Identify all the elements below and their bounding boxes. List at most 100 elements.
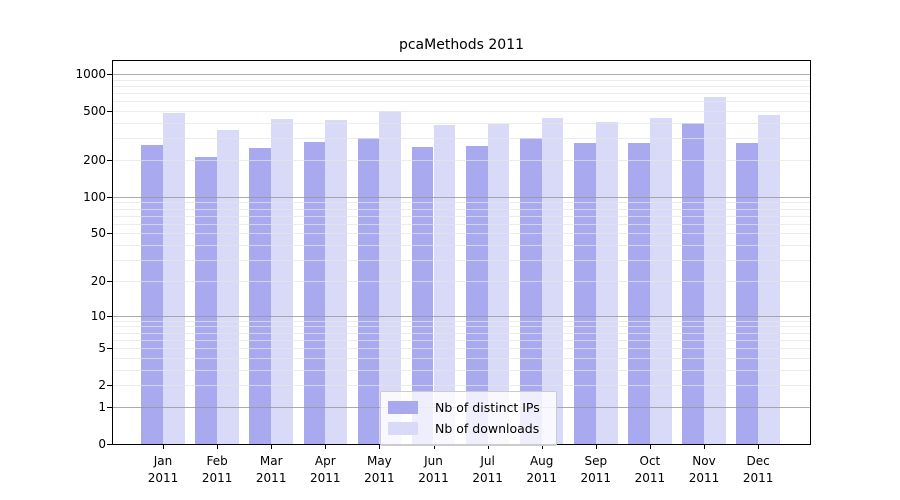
legend-label-downloads: Nb of downloads xyxy=(435,421,540,436)
bar-nb-of-downloads-feb xyxy=(217,130,239,444)
gridline-70 xyxy=(113,216,810,217)
y-tick-mark xyxy=(107,385,112,386)
bar-nb-of-downloads-jun xyxy=(433,125,456,444)
gridline-40 xyxy=(113,245,810,246)
y-tick-label-1: 1 xyxy=(98,399,106,414)
y-tick-label-0: 0 xyxy=(98,437,106,451)
x-tick-label-nov: Nov 2011 xyxy=(688,454,720,485)
plot-area: Nb of distinct IPs Nb of downloads xyxy=(112,60,811,446)
x-tick-label-jun: Jun 2011 xyxy=(418,454,449,485)
bar-nb-of-distinct-ips-nov xyxy=(682,123,704,444)
y-tick-mark xyxy=(107,74,112,75)
x-tick-mark xyxy=(379,445,380,449)
x-tick-mark xyxy=(758,445,759,449)
y-tick-label-20: 20 xyxy=(90,273,106,288)
y-tick-mark xyxy=(107,316,112,317)
x-tick-label-oct: Oct 2011 xyxy=(634,454,666,485)
gridline-400 xyxy=(113,123,810,124)
grid-layer xyxy=(113,61,810,444)
y-tick-mark xyxy=(107,160,112,161)
gridline-200 xyxy=(113,160,810,161)
y-tick-mark xyxy=(107,407,112,408)
x-tick-label-jul: Jul 2011 xyxy=(472,454,503,485)
gridline-10 xyxy=(113,316,810,317)
x-tick-label-sep: Sep 2011 xyxy=(580,454,612,485)
legend-swatch-downloads xyxy=(388,422,418,435)
y-tick-label-2: 2 xyxy=(98,378,106,393)
bar-nb-of-distinct-ips-aug xyxy=(519,138,542,444)
x-tick-mark xyxy=(271,445,272,449)
x-tick-label-jan: Jan 2011 xyxy=(147,454,179,485)
gridline-9 xyxy=(113,321,810,322)
gridline-60 xyxy=(113,224,810,225)
bar-nb-of-distinct-ips-feb xyxy=(195,157,218,444)
gridline-100 xyxy=(113,197,810,198)
chart-title: pcaMethods 2011 xyxy=(398,37,525,53)
x-tick-mark xyxy=(542,445,543,449)
x-tick-label-apr: Apr 2011 xyxy=(310,454,341,485)
x-tick-label-may: May 2011 xyxy=(364,454,395,485)
y-tick-label-10: 10 xyxy=(90,308,106,323)
gridline-2 xyxy=(113,385,810,386)
y-tick-mark xyxy=(107,281,112,282)
y-tick-label-5: 5 xyxy=(98,341,106,356)
bar-nb-of-distinct-ips-apr xyxy=(303,142,326,444)
x-tick-mark xyxy=(650,445,651,449)
gridline-5 xyxy=(113,348,810,349)
gridline-4 xyxy=(113,358,810,359)
bar-nb-of-distinct-ips-jan xyxy=(141,144,163,444)
legend-swatch-distinct-ips xyxy=(388,401,418,414)
bar-nb-of-distinct-ips-may xyxy=(357,138,380,444)
gridline-20 xyxy=(113,281,810,282)
gridline-8 xyxy=(113,326,810,327)
bar-nb-of-downloads-jan xyxy=(163,113,185,444)
gridline-3 xyxy=(113,370,810,371)
bar-nb-of-downloads-may xyxy=(379,111,402,444)
y-tick-label-50: 50 xyxy=(90,226,106,241)
y-tick-mark xyxy=(107,348,112,349)
y-tick-label-1000: 1000 xyxy=(75,66,106,81)
x-tick-mark xyxy=(434,445,435,449)
bar-nb-of-distinct-ips-jun xyxy=(411,147,434,444)
gridline-600 xyxy=(113,101,810,102)
gridline-700 xyxy=(113,93,810,94)
x-tick-mark xyxy=(217,445,218,449)
y-tick-label-100: 100 xyxy=(83,189,106,204)
gridline-90 xyxy=(113,202,810,203)
y-tick-mark xyxy=(107,444,112,445)
legend-row-distinct-ips: Nb of distinct IPs xyxy=(388,397,556,418)
bar-nb-of-distinct-ips-jul xyxy=(465,146,488,444)
legend-label-distinct-ips: Nb of distinct IPs xyxy=(435,400,540,415)
gridline-6 xyxy=(113,340,810,341)
gridline-7 xyxy=(113,333,810,334)
legend-row-downloads: Nb of downloads xyxy=(388,418,556,439)
bar-nb-of-distinct-ips-dec xyxy=(736,143,759,444)
x-tick-mark xyxy=(596,445,597,449)
y-tick-label-500: 500 xyxy=(83,104,106,119)
x-tick-label-mar: Mar 2011 xyxy=(255,454,287,485)
bar-nb-of-downloads-aug xyxy=(541,117,564,444)
gridline-800 xyxy=(113,86,810,87)
y-tick-mark xyxy=(107,111,112,112)
x-tick-label-aug: Aug 2011 xyxy=(526,454,557,485)
x-tick-mark xyxy=(488,445,489,449)
y-tick-label-200: 200 xyxy=(83,152,106,167)
gridline-80 xyxy=(113,209,810,210)
bar-nb-of-downloads-nov xyxy=(704,97,726,444)
gridline-30 xyxy=(113,260,810,261)
bar-nb-of-distinct-ips-sep xyxy=(574,143,596,444)
x-tick-mark xyxy=(163,445,164,449)
gridline-1000 xyxy=(113,74,810,75)
x-tick-label-feb: Feb 2011 xyxy=(201,454,233,485)
bar-nb-of-downloads-jul xyxy=(487,124,510,444)
gridline-500 xyxy=(113,111,810,112)
bar-nb-of-downloads-oct xyxy=(649,117,672,444)
x-tick-label-dec: Dec 2011 xyxy=(742,454,774,485)
x-tick-mark xyxy=(704,445,705,449)
x-tick-mark xyxy=(325,445,326,449)
gridline-50 xyxy=(113,233,810,234)
y-tick-mark xyxy=(107,233,112,234)
gridline-900 xyxy=(113,80,810,81)
gridline-300 xyxy=(113,138,810,139)
